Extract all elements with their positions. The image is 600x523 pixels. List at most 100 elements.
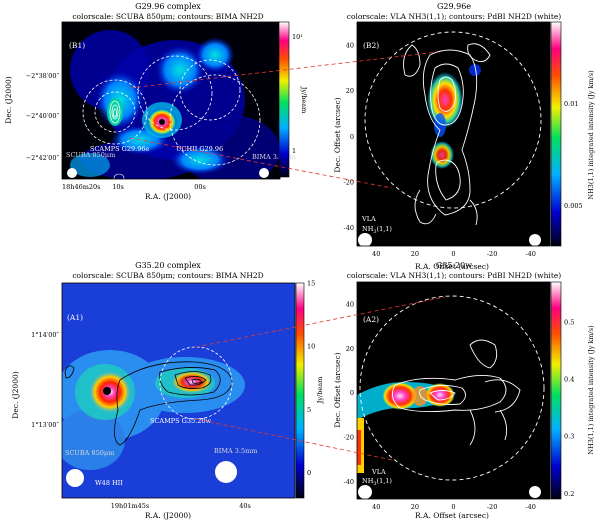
a2-ytick: 0 <box>350 389 354 397</box>
a2-vla-label: VLA <box>371 468 386 476</box>
b2-cbar-tick-2: 0.005 <box>564 202 583 210</box>
b1-scuba-label: SCUBA 850μm <box>66 151 115 159</box>
panel-a2: G35.20w colorscale: VLA NH3(1,1); contou… <box>333 261 595 520</box>
a1-scuba-label: SCUBA 850μm <box>65 449 114 457</box>
a2-vla-beam <box>358 485 372 499</box>
a1-cbar-tick: 5 <box>307 406 311 414</box>
a1-ytick-1: 1°14′00″ <box>31 331 59 339</box>
a2-pdbi-beam <box>529 486 541 498</box>
a2-ytick: -40 <box>344 478 354 486</box>
b2-yticks: 40 20 0 -20 -40 <box>344 41 354 232</box>
a2-cbar-tick: 0.3 <box>564 433 574 441</box>
b2-ytick: 20 <box>346 87 354 95</box>
a1-ytick-2: 1°13′00″ <box>31 421 59 429</box>
a1-emission-map <box>62 283 295 498</box>
a2-cbar-tick: 0.4 <box>564 376 574 384</box>
b2-xticks: 40 20 0 -20 -40 <box>372 250 536 258</box>
a2-subtitle: colorscale: VLA NH3(1,1); contours: PdBI… <box>347 271 562 280</box>
panel-a1: G35.20 complex colorscale: SCUBA 850μm; … <box>11 261 324 520</box>
a1-cbar-tick: 0 <box>307 469 311 477</box>
a2-title: G35.20w <box>436 261 472 270</box>
b1-xlabel: R.A. (J2000) <box>145 192 191 201</box>
b1-ylabel: Dec. (J2000) <box>4 76 13 123</box>
b2-xtick: -20 <box>487 250 497 258</box>
b-connectors <box>129 51 438 189</box>
b1-ytick-1: −2°38′00″ <box>26 72 60 80</box>
b2-ytick: 0 <box>350 133 354 141</box>
b2-vla-beam <box>358 233 372 246</box>
a2-contours <box>391 339 521 446</box>
b2-xtick: 40 <box>372 250 380 258</box>
a2-cbar-tick: 0.2 <box>564 490 574 498</box>
b2-vla-label: VLA <box>361 215 376 223</box>
a1-scuba-beam <box>66 469 84 487</box>
b1-title: G29.96 complex <box>135 2 201 11</box>
b2-ytick: -40 <box>344 224 354 232</box>
b1-xtick-3: 00s <box>194 183 206 191</box>
b1-source-label: SCAMPS G29.96e <box>90 145 149 153</box>
a2-xtick: -40 <box>525 503 535 511</box>
a1-bima-label: BIMA 3.5mm <box>214 447 257 455</box>
b1-uchii-label: UCHII G29.96 <box>176 145 223 153</box>
b1-bima-label: BIMA 3.5mm <box>252 153 295 161</box>
b1-scuba-beam <box>67 168 77 178</box>
a-connectors <box>195 296 446 461</box>
b2-plot-background <box>357 22 550 246</box>
a2-colorbar-ticks: 0.2 0.3 0.4 0.5 <box>564 318 574 497</box>
a2-xlabel: R.A. Offset (arcsec) <box>415 511 489 520</box>
a1-cbar-tick: 10 <box>307 343 315 351</box>
b2-panel-label: (B2) <box>363 41 379 50</box>
a2-xticks: 40 20 0 -20 -40 <box>372 503 536 511</box>
a2-xtick: 40 <box>372 503 380 511</box>
b1-panel-label: (B1) <box>69 41 85 50</box>
a1-bima-beam <box>215 461 237 483</box>
a1-colorbar-ticks: 0 5 10 15 <box>307 280 315 478</box>
b2-xlabel: R.A. Offset (arcsec) <box>415 262 489 271</box>
b2-contours <box>403 43 491 226</box>
a1-ylabel: Dec. (J2000) <box>11 371 20 418</box>
b2-cbar-tick-1: 0.01 <box>564 100 578 108</box>
b2-ytick: 40 <box>346 41 354 49</box>
a1-contours <box>64 361 233 446</box>
a1-cbar-tick: 15 <box>307 280 315 288</box>
b1-cbar-tick-2: 1 <box>292 147 296 155</box>
b2-xtick: 0 <box>451 250 455 258</box>
b2-ytick: -20 <box>344 179 354 187</box>
a2-ytick: 40 <box>346 301 354 309</box>
b2-cbar-label: NH3(1,1) integrated intensity (Jy km/s) <box>587 70 595 200</box>
b1-xtick-2: 10s <box>112 183 124 191</box>
a1-source-label: SCAMPS G35.20w <box>150 417 211 425</box>
b1-cbar-tick-1: 10¹ <box>292 33 303 41</box>
a2-panel-label: (A2) <box>363 315 379 324</box>
a1-panel-label: (A1) <box>67 313 83 322</box>
panel-b1: G29.96 complex colorscale: SCUBA 850μm; … <box>4 2 308 201</box>
a2-emission-map <box>357 295 545 499</box>
b1-bima-beam <box>259 168 269 178</box>
a2-cbar-tick: 0.5 <box>564 318 574 326</box>
b2-pdbi-beam <box>529 234 541 246</box>
b1-xtick-1: 18h46m20s <box>62 183 101 191</box>
panel-b2: G29.96e colorscale: VLA NH3(1,1); contou… <box>333 2 595 271</box>
a2-ytick: -20 <box>344 434 354 442</box>
a2-vla-label-line2: NH3(1,1) <box>362 477 392 487</box>
a1-cbar-label: Jy/beam <box>316 377 324 405</box>
a2-ylabel: Dec. Offset (arcsec) <box>333 352 342 427</box>
b2-ylabel: Dec. Offset (arcsec) <box>333 97 342 172</box>
a2-xtick: 0 <box>451 503 455 511</box>
a1-w48-label: W48 HII <box>95 479 123 487</box>
a1-xtick-1: 19h01m45s <box>111 502 150 510</box>
a1-xlabel: R.A. (J2000) <box>145 511 191 520</box>
b1-emission-map <box>67 30 280 179</box>
a2-xtick: -20 <box>487 503 497 511</box>
b2-title: G29.96e <box>437 2 471 11</box>
b2-xtick: -40 <box>525 250 535 258</box>
b1-ytick-2: −2°40′00″ <box>26 112 60 120</box>
a2-ytick: 20 <box>346 345 354 353</box>
b1-subtitle: colorscale: SCUBA 850μm; contours: BIMA … <box>72 12 263 21</box>
b1-cbar-label: Jy/beam <box>300 86 308 114</box>
b2-subtitle: colorscale: VLA NH3(1,1); contours: PdBI… <box>347 12 562 21</box>
a1-colorbar <box>295 282 305 499</box>
a1-title: G35.20 complex <box>135 261 201 270</box>
a2-cbar-label: NH3(1,1) integrated intensity (Jy km/s) <box>587 325 595 455</box>
b1-colorbar <box>278 21 290 178</box>
